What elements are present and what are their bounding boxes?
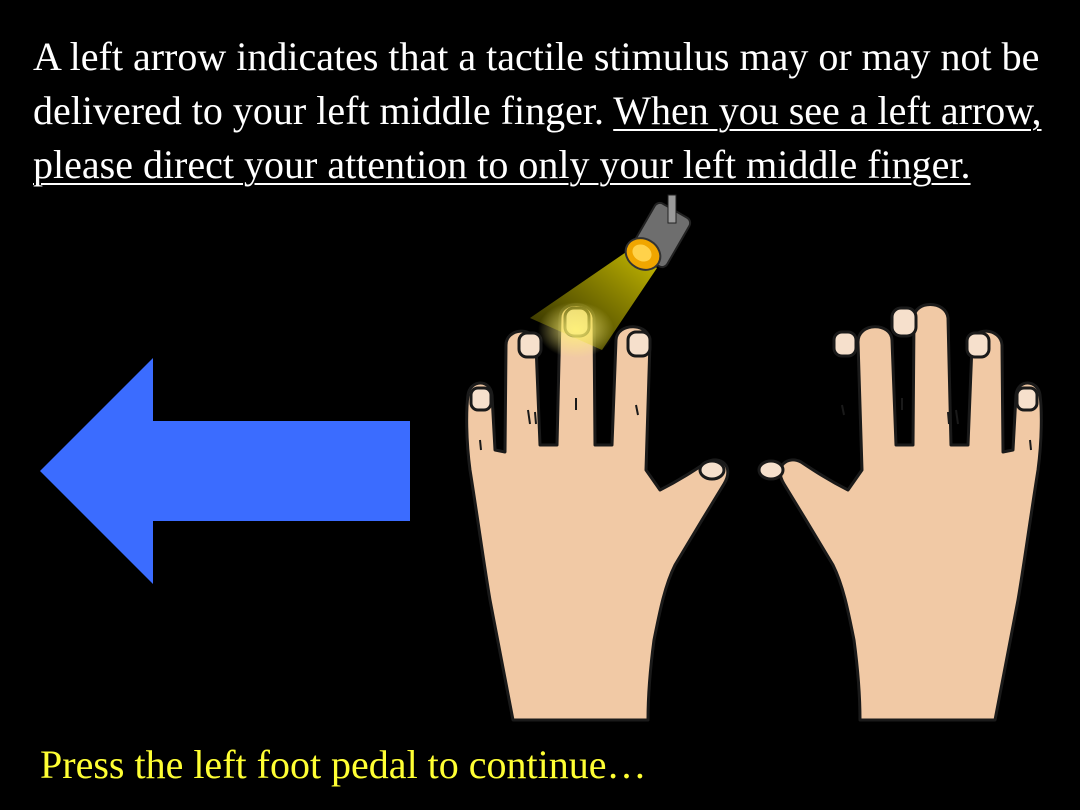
continue-prompt: Press the left foot pedal to continue… [40, 742, 647, 787]
spotlight-icon [530, 194, 692, 358]
instruction-emphasis: When you see a left arrow, please direct… [33, 88, 1042, 187]
spotlight-glow [538, 302, 614, 358]
spotlight-lamp [624, 194, 692, 271]
left-hand-icon [465, 303, 730, 722]
right-hand-icon [757, 303, 1043, 722]
instruction-text: A left arrow indicates that a tactile st… [33, 30, 1053, 192]
instruction-plain: A left arrow indicates that a tactile st… [33, 34, 1040, 133]
left-arrow-shape [40, 358, 410, 584]
